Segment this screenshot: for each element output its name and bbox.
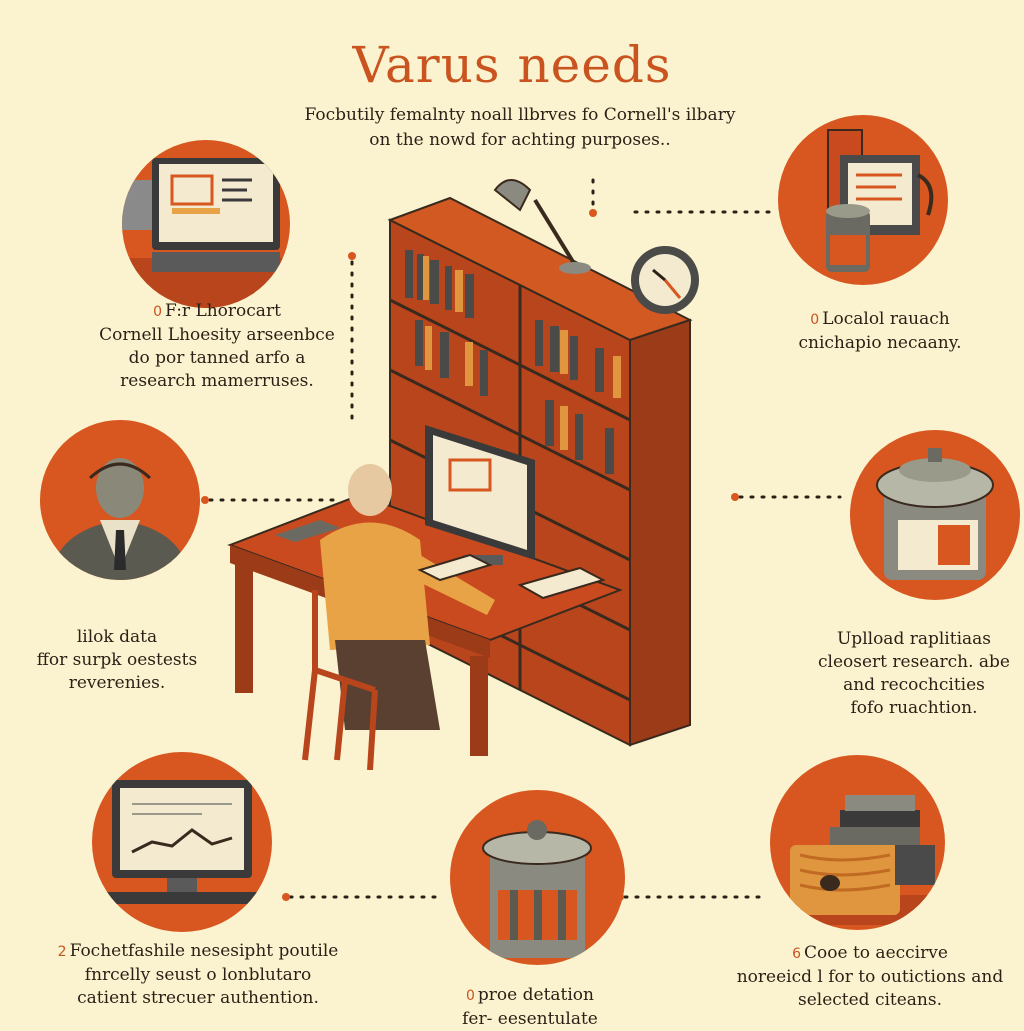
researcher-portrait-icon [40, 420, 200, 580]
marker-bottom-center: 0 [466, 988, 475, 1004]
archive-equipment-icon [778, 115, 948, 285]
computer-monitor-icon [122, 140, 290, 308]
caption-mid-right: Uplload raplitiaas cleosert research. ab… [818, 629, 1010, 718]
marker-bottom-left: 2 [57, 944, 67, 960]
page-title: Varus needs [352, 36, 672, 94]
marker-top-right: 0 [810, 312, 820, 328]
marker-top-left: 0 [153, 304, 162, 320]
book-stack-icon [770, 755, 945, 930]
caption-bottom-left: 2 Fochetfashile nesesipht poutile fnrcell… [57, 941, 339, 1008]
caption-bottom-right: 6 Cooe to aeccirve noreeicd l for to outi… [736, 943, 1004, 1010]
caption-top-right: 0 Localol rauach cnichapio necaany. [798, 309, 962, 353]
page-subtitle: Focbutily femalnty noall llbrves fo Corn… [304, 105, 736, 150]
storage-canister-icon [850, 430, 1020, 600]
caption-mid-left: lilok data ffor surpk oestests reverenie… [36, 627, 198, 693]
data-chart-monitor-icon [92, 752, 272, 932]
trash-bin-icon [450, 790, 625, 965]
caption-top-left: 0 F:r Lhorocart Cornell Lhoesity arseenbc… [99, 301, 335, 391]
library-desk-illustration [227, 179, 699, 770]
marker-bottom-right: 6 [792, 946, 802, 962]
